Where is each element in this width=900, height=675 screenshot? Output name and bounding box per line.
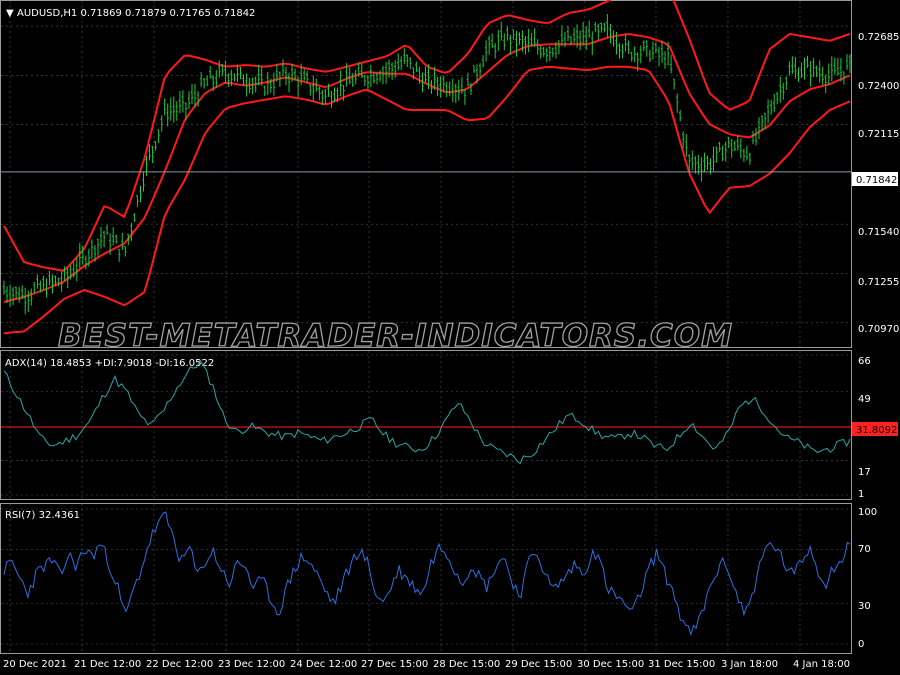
time-label: 3 Jan 18:00: [721, 659, 778, 670]
rsi-scale-label: 30: [858, 601, 871, 612]
price-label: 0.72400: [858, 81, 899, 92]
price-label: 0.71255: [858, 277, 899, 288]
time-label: 21 Dec 12:00: [74, 659, 141, 670]
price-label: 0.70970: [858, 324, 899, 335]
symbol-title: AUDUSD,H1 0.71869 0.71879 0.71765 0.7184…: [17, 8, 255, 19]
middle-band-line: [3, 33, 851, 303]
rsi-scale-label: 0: [858, 639, 864, 650]
price-label: 0.72685: [858, 32, 899, 43]
rsi-line: [3, 511, 851, 637]
time-label: 31 Dec 15:00: [648, 659, 715, 670]
adx-title: ADX(14) 18.4853 +DI:7.9018 -DI:16.0522: [5, 358, 214, 369]
chart-dropdown-icon[interactable]: ▼: [6, 8, 14, 19]
time-label: 24 Dec 12:00: [290, 659, 357, 670]
rsi-scale-label: 70: [858, 544, 871, 555]
time-label: 22 Dec 12:00: [146, 659, 213, 670]
adx-level-label: 31.8092: [856, 425, 897, 436]
main-chart-frame: [0, 0, 852, 348]
price-label: 0.71540: [858, 227, 899, 238]
current-price-label: 0.71842: [856, 175, 897, 186]
time-label: 23 Dec 12:00: [218, 659, 285, 670]
time-axis: 20 Dec 2021 21 Dec 12:00 22 Dec 12:00 23…: [3, 659, 850, 670]
adx-scale-label: 66: [858, 356, 871, 367]
rsi-series-line: [3, 511, 851, 637]
time-label: 28 Dec 15:00: [433, 659, 500, 670]
adx-scale-label: 49: [858, 394, 871, 405]
lower-band-line: [3, 65, 851, 335]
adx-axis: 66 49 17 1: [858, 356, 871, 500]
time-label: 29 Dec 15:00: [505, 659, 572, 670]
watermark: BEST-METATRADER-INDICATORS.COM: [58, 318, 733, 354]
time-label: 4 Jan 18:00: [793, 659, 850, 670]
adx-level-tag: [852, 422, 898, 436]
time-label: 30 Dec 15:00: [577, 659, 644, 670]
price-axis: 0.72685 0.72400 0.72115 0.71540 0.71255 …: [858, 32, 899, 335]
rsi-panel-frame: [0, 503, 852, 654]
price-label: 0.72115: [858, 129, 899, 140]
bollinger-bands: [3, 0, 851, 335]
rsi-axis: 100 70 30 0: [858, 507, 877, 650]
adx-panel-frame: [0, 350, 852, 500]
price-candles: [2, 14, 852, 315]
adx-series-line: [3, 359, 851, 465]
upper-band-line: [3, 0, 851, 272]
time-label: 20 Dec 2021: [3, 659, 67, 670]
time-label: 27 Dec 15:00: [361, 659, 428, 670]
adx-line: [3, 359, 851, 465]
current-price-tag: [852, 172, 898, 186]
adx-scale-label: 1: [858, 489, 864, 500]
adx-scale-label: 17: [858, 467, 871, 478]
rsi-title: RSI(7) 32.4361: [5, 510, 80, 521]
rsi-scale-label: 100: [858, 507, 877, 518]
